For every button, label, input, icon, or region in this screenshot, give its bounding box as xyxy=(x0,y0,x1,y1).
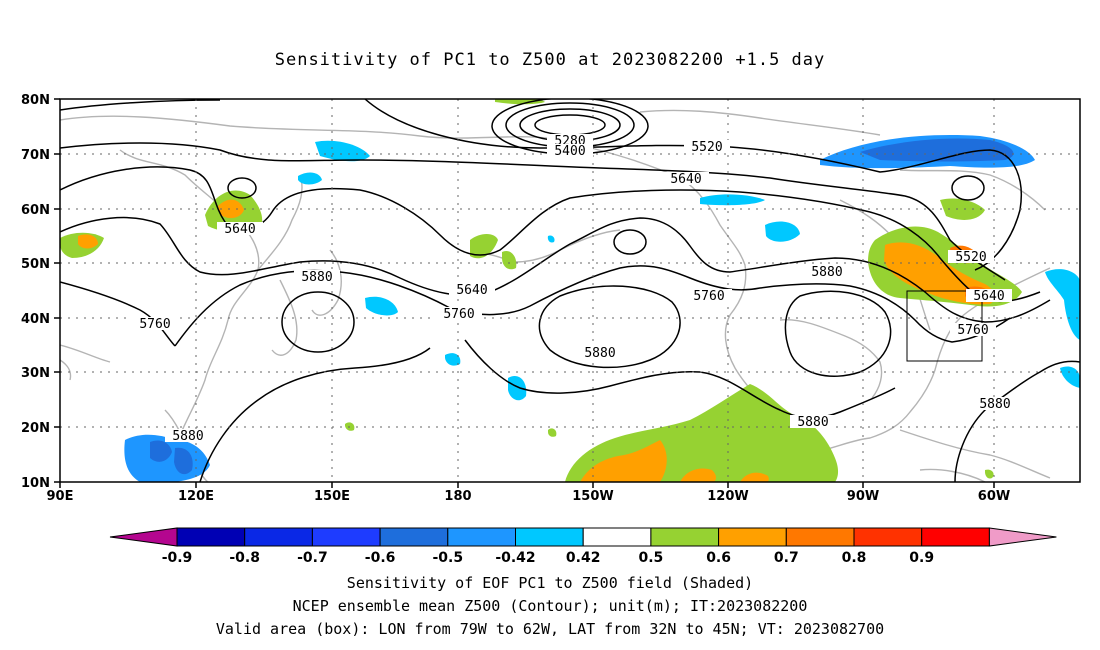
graticule xyxy=(60,99,1080,482)
colorbar-segment xyxy=(379,527,449,547)
svg-text:5880: 5880 xyxy=(811,265,842,280)
lat-label: 50N xyxy=(21,257,50,272)
contour-label-5880: 5880 xyxy=(790,415,836,430)
longitude-labels: 90E 120E 150E 180 150W 120W 90W 60W xyxy=(47,489,1011,504)
contour-label-5760: 5760 xyxy=(686,289,732,304)
svg-text:5400: 5400 xyxy=(554,144,585,159)
contour-label-5400: 5400 xyxy=(547,144,593,159)
contour-label-5880: 5880 xyxy=(577,346,623,361)
tick-marks xyxy=(54,98,995,488)
contour-label-5880: 5880 xyxy=(294,270,340,285)
contour-labels: 5280 5400 5520 5640 5640 5880 5640 5760 … xyxy=(132,134,1018,444)
svg-text:5880: 5880 xyxy=(301,270,332,285)
colorbar-segment xyxy=(718,527,787,547)
lon-label: 90E xyxy=(47,489,74,504)
colorbar-arrow-right xyxy=(988,527,1057,547)
colorbar-segment xyxy=(176,527,246,547)
map-title: Sensitivity of PC1 to Z500 at 2023082200… xyxy=(274,50,826,70)
lat-label: 10N xyxy=(21,476,50,491)
contour-label-5760: 5760 xyxy=(436,307,482,322)
lon-label: 60W xyxy=(978,489,1010,504)
contour-label-5880: 5880 xyxy=(972,397,1018,412)
svg-text:5760: 5760 xyxy=(957,323,988,338)
lon-label: 120E xyxy=(178,489,214,504)
footer-line-2: NCEP ensemble mean Z500 (Contour); unit(… xyxy=(292,597,808,615)
contour-label-5880: 5880 xyxy=(165,429,211,444)
latitude-labels: 80N 70N 60N 50N 40N 30N 20N 10N xyxy=(21,93,50,491)
svg-text:5520: 5520 xyxy=(955,250,986,265)
colorbar-tick-label: -0.6 xyxy=(365,550,396,566)
lat-label: 20N xyxy=(21,421,50,436)
colorbar-arrow-left xyxy=(109,527,178,547)
colorbar-segment xyxy=(447,527,516,547)
colorbar-tick-label: 0.42 xyxy=(566,550,601,566)
colorbar-segment xyxy=(311,527,381,547)
contour-label-5760: 5760 xyxy=(132,317,178,332)
svg-text:5640: 5640 xyxy=(456,283,487,298)
colorbar-tick-label: -0.7 xyxy=(297,550,328,566)
colorbar: -0.9 -0.8 -0.7 -0.6 -0.5 -0.42 0.42 0.5 0.6 0.7 0.… xyxy=(109,527,1057,566)
contour-label-5520: 5520 xyxy=(948,250,994,265)
colorbar-tick-label: 0.9 xyxy=(909,550,934,566)
colorbar-tick-label: -0.42 xyxy=(495,550,535,566)
lon-label: 150E xyxy=(314,489,350,504)
footer-line-3: Valid area (box): LON from 79W to 62W, L… xyxy=(215,620,885,638)
contour-label-5520: 5520 xyxy=(684,140,730,155)
lon-label: 90W xyxy=(847,489,879,504)
contour-label-5640: 5640 xyxy=(217,222,263,237)
contour-label-5640: 5640 xyxy=(449,283,495,298)
contour-label-5760: 5760 xyxy=(950,323,996,338)
colorbar-tick-label: -0.5 xyxy=(432,550,463,566)
colorbar-tick-label: 0.7 xyxy=(774,550,799,566)
colorbar-tick-label: -0.8 xyxy=(229,550,260,566)
colorbar-tick-label: -0.9 xyxy=(162,550,193,566)
svg-text:5640: 5640 xyxy=(670,172,701,187)
lat-label: 80N xyxy=(21,93,50,108)
svg-text:5760: 5760 xyxy=(443,307,474,322)
colorbar-segment xyxy=(921,527,990,547)
z500-contours xyxy=(60,99,1080,482)
colorbar-tick-label: 0.8 xyxy=(842,550,867,566)
lat-label: 60N xyxy=(21,203,50,218)
lat-label: 70N xyxy=(21,148,50,163)
svg-text:5640: 5640 xyxy=(224,222,255,237)
lon-label: 180 xyxy=(444,489,471,504)
colorbar-tick-label: 0.6 xyxy=(706,550,731,566)
svg-text:5880: 5880 xyxy=(172,429,203,444)
footer-line-1: Sensitivity of EOF PC1 to Z500 field (Sh… xyxy=(346,574,754,592)
colorbar-tick-label: 0.5 xyxy=(638,550,663,566)
colorbar-segment xyxy=(244,527,313,547)
svg-text:5760: 5760 xyxy=(139,317,170,332)
lon-label: 150W xyxy=(572,489,613,504)
svg-text:5880: 5880 xyxy=(979,397,1010,412)
svg-text:5760: 5760 xyxy=(693,289,724,304)
colorbar-segment xyxy=(853,527,923,547)
svg-text:5520: 5520 xyxy=(691,140,722,155)
contour-label-5640: 5640 xyxy=(966,289,1012,304)
colorbar-segment xyxy=(515,527,584,547)
svg-text:5880: 5880 xyxy=(584,346,615,361)
plot-frame xyxy=(59,98,1081,483)
svg-text:5640: 5640 xyxy=(973,289,1004,304)
svg-text:5880: 5880 xyxy=(797,415,828,430)
colorbar-segment xyxy=(582,527,652,547)
lat-label: 30N xyxy=(21,366,50,381)
lat-label: 40N xyxy=(21,312,50,327)
contour-label-5640: 5640 xyxy=(663,172,709,187)
contour-label-5880: 5880 xyxy=(804,265,850,280)
colorbar-segment xyxy=(785,527,855,547)
lon-label: 120W xyxy=(707,489,748,504)
colorbar-segment xyxy=(650,527,720,547)
